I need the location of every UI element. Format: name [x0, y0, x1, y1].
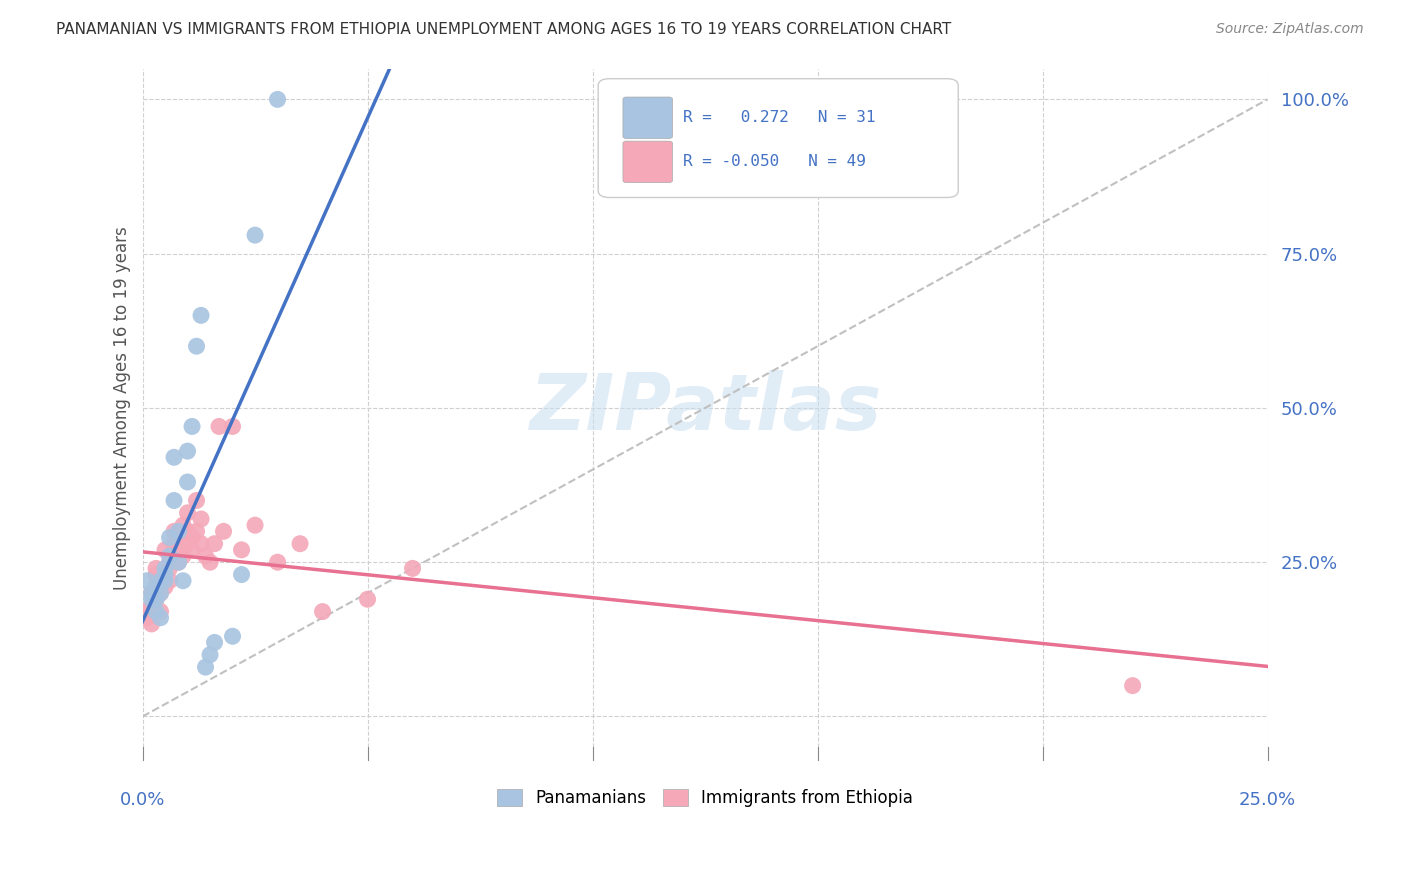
- Point: [194, 549, 217, 563]
- Point: [204, 635, 226, 649]
- Point: [145, 592, 167, 607]
- Point: [163, 524, 186, 539]
- Point: [176, 475, 198, 489]
- Point: [198, 555, 221, 569]
- Point: [153, 574, 176, 588]
- Point: [181, 531, 204, 545]
- FancyBboxPatch shape: [623, 97, 672, 138]
- Text: 25.0%: 25.0%: [1239, 790, 1296, 808]
- Point: [136, 574, 159, 588]
- Point: [176, 537, 198, 551]
- Point: [159, 561, 181, 575]
- Point: [311, 605, 333, 619]
- Point: [149, 574, 172, 588]
- Point: [153, 580, 176, 594]
- Point: [401, 561, 423, 575]
- Point: [141, 586, 163, 600]
- Point: [176, 444, 198, 458]
- Text: PANAMANIAN VS IMMIGRANTS FROM ETHIOPIA UNEMPLOYMENT AMONG AGES 16 TO 19 YEARS CO: PANAMANIAN VS IMMIGRANTS FROM ETHIOPIA U…: [56, 22, 952, 37]
- Point: [204, 537, 226, 551]
- Text: R =   0.272   N = 31: R = 0.272 N = 31: [682, 111, 875, 125]
- Text: R = -0.050   N = 49: R = -0.050 N = 49: [682, 154, 866, 169]
- Point: [145, 605, 167, 619]
- Point: [145, 567, 167, 582]
- Point: [149, 586, 172, 600]
- Point: [176, 506, 198, 520]
- Point: [167, 542, 190, 557]
- Point: [153, 567, 176, 582]
- Point: [153, 561, 176, 575]
- Point: [149, 574, 172, 588]
- Point: [145, 561, 167, 575]
- Point: [163, 450, 186, 465]
- Point: [190, 512, 212, 526]
- Point: [163, 549, 186, 563]
- Text: Source: ZipAtlas.com: Source: ZipAtlas.com: [1216, 22, 1364, 37]
- Point: [221, 629, 243, 643]
- Text: 0.0%: 0.0%: [120, 790, 166, 808]
- Point: [159, 549, 181, 563]
- Point: [141, 616, 163, 631]
- Point: [167, 531, 190, 545]
- Point: [141, 592, 163, 607]
- Point: [136, 605, 159, 619]
- Point: [145, 592, 167, 607]
- Point: [153, 542, 176, 557]
- Point: [212, 524, 235, 539]
- Point: [190, 309, 212, 323]
- Point: [172, 549, 194, 563]
- Legend: Panamanians, Immigrants from Ethiopia: Panamanians, Immigrants from Ethiopia: [491, 782, 920, 814]
- Point: [163, 493, 186, 508]
- Point: [231, 542, 253, 557]
- Point: [231, 567, 253, 582]
- Point: [186, 524, 208, 539]
- Point: [159, 555, 181, 569]
- Point: [266, 555, 288, 569]
- Point: [243, 518, 266, 533]
- Point: [167, 555, 190, 569]
- Point: [172, 574, 194, 588]
- Point: [221, 419, 243, 434]
- Point: [141, 586, 163, 600]
- Point: [194, 660, 217, 674]
- Point: [167, 555, 190, 569]
- Point: [163, 537, 186, 551]
- Point: [172, 518, 194, 533]
- Point: [186, 493, 208, 508]
- Point: [181, 419, 204, 434]
- Point: [149, 605, 172, 619]
- Point: [356, 592, 378, 607]
- Text: ZIPatlas: ZIPatlas: [529, 370, 882, 446]
- Point: [243, 228, 266, 243]
- Point: [1122, 679, 1144, 693]
- Point: [176, 524, 198, 539]
- Point: [181, 542, 204, 557]
- Point: [186, 339, 208, 353]
- Y-axis label: Unemployment Among Ages 16 to 19 years: Unemployment Among Ages 16 to 19 years: [114, 226, 131, 590]
- Point: [159, 531, 181, 545]
- Point: [145, 580, 167, 594]
- Point: [149, 586, 172, 600]
- Point: [136, 611, 159, 625]
- Point: [159, 574, 181, 588]
- Point: [145, 580, 167, 594]
- Point: [208, 419, 231, 434]
- Point: [149, 611, 172, 625]
- Point: [288, 537, 311, 551]
- Point: [153, 567, 176, 582]
- Point: [141, 599, 163, 613]
- Point: [190, 537, 212, 551]
- Point: [167, 524, 190, 539]
- FancyBboxPatch shape: [623, 141, 672, 183]
- FancyBboxPatch shape: [598, 78, 959, 197]
- Point: [198, 648, 221, 662]
- Point: [266, 92, 288, 106]
